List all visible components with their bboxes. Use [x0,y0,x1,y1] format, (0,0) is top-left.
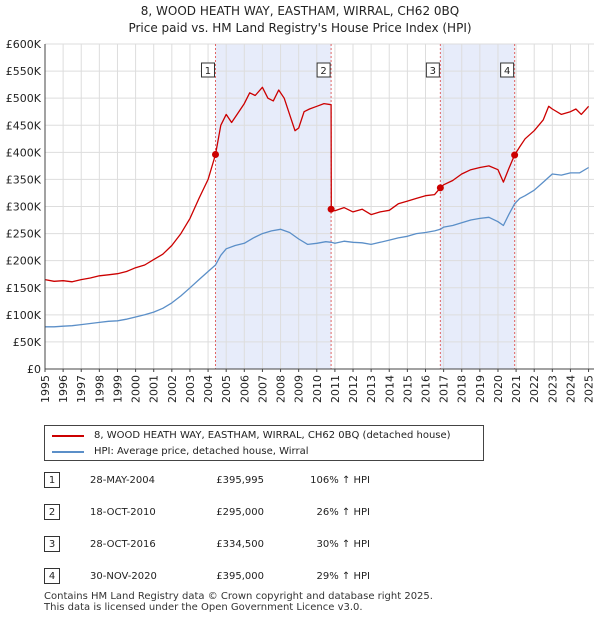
x-tick-label: 1995 [39,375,52,403]
x-tick-label: 2005 [220,375,233,403]
hpi-series-line [45,166,589,328]
x-tick-label: 2009 [293,375,306,403]
sale-price: £334,500 [216,539,264,550]
sale-point [211,151,219,159]
legend-item-hpi: HPI: Average price, detached house, Wirr… [45,444,485,460]
sale-price: £395,995 [216,475,264,486]
x-tick-label: 2014 [383,375,396,403]
x-tick-label: 2001 [148,375,161,403]
sale-price: £395,000 [216,571,264,582]
legend-swatch-property [52,435,84,437]
x-tick-label: 2022 [528,375,541,403]
x-tick-label: 2008 [275,375,288,403]
x-tick-label: 2010 [311,375,324,403]
y-tick-label: £350K [6,173,42,186]
y-tick-label: £600K [6,38,42,51]
sale-marker-badge: 3 [44,536,60,552]
sale-date: 28-MAY-2004 [90,475,156,486]
y-tick-label: £50K [13,336,42,349]
y-tick-label: £0 [27,363,41,376]
x-tick-label: 2011 [329,375,342,403]
footer-line-copyright: Contains HM Land Registry data © Crown c… [44,591,433,602]
x-tick-label: 2000 [130,375,143,403]
sale-label-box [500,62,515,78]
chart-title: 8, WOOD HEATH WAY, EASTHAM, WIRRAL, CH62… [141,4,459,18]
x-tick-label: 2025 [583,375,596,403]
sale-date: 18-OCT-2010 [90,507,156,518]
sale-label: 2 [320,66,326,77]
sale-label-box [316,62,331,78]
y-tick-label: £300K [6,201,42,214]
sale-point [511,151,519,159]
price-chart: 8, WOOD HEATH WAY, EASTHAM, WIRRAL, CH62… [6,4,596,403]
x-tick-label: 2018 [456,375,469,403]
y-tick-label: £200K [6,255,42,268]
x-tick-label: 1999 [111,375,124,403]
x-tick-label: 2002 [166,375,179,403]
sale-label-box [425,62,440,78]
sale-label: 1 [205,66,211,77]
x-tick-label: 1998 [93,375,106,403]
sale-hpi-change: 30% ↑ HPI [316,539,370,550]
legend-label-property: 8, WOOD HEATH WAY, EASTHAM, WIRRAL, CH62… [94,430,451,441]
x-tick-label: 1997 [75,375,88,403]
sale-price: £295,000 [216,507,264,518]
x-tick-label: 2006 [238,375,251,403]
attribution-footer: Contains HM Land Registry data © Crown c… [44,591,433,613]
x-tick-label: 2012 [347,375,360,403]
y-tick-label: £550K [6,65,42,78]
x-tick-label: 2007 [256,375,269,403]
sale-label: 4 [504,66,510,77]
sale-hpi-change: 29% ↑ HPI [316,571,370,582]
x-tick-label: 2020 [492,375,505,403]
sale-point [327,205,335,213]
sale-row: 2 18-OCT-2010 £295,000 26% ↑ HPI [44,504,444,524]
sale-date: 28-OCT-2016 [90,539,156,550]
x-tick-label: 2003 [184,375,197,403]
y-tick-label: £100K [6,309,42,322]
sale-date: 30-NOV-2020 [90,571,157,582]
x-tick-label: 2019 [474,375,487,403]
x-tick-label: 2015 [401,375,414,403]
sale-label-box [200,62,215,78]
sale-marker-badge: 1 [44,472,60,488]
sale-marker-badge: 2 [44,504,60,520]
sale-row: 1 28-MAY-2004 £395,995 106% ↑ HPI [44,472,444,492]
y-tick-label: £400K [6,146,42,159]
sale-hpi-change: 106% ↑ HPI [310,475,370,486]
legend: 8, WOOD HEATH WAY, EASTHAM, WIRRAL, CH62… [44,425,484,461]
sale-hpi-change: 26% ↑ HPI [316,507,370,518]
y-tick-label: £250K [6,228,42,241]
legend-label-hpi: HPI: Average price, detached house, Wirr… [94,446,309,457]
sale-row: 4 30-NOV-2020 £395,000 29% ↑ HPI [44,568,444,588]
chart-subtitle: Price paid vs. HM Land Registry's House … [128,21,471,35]
x-tick-label: 2024 [564,375,577,403]
x-tick-label: 2013 [365,375,378,403]
sale-marker-badge: 4 [44,568,60,584]
x-tick-label: 2016 [419,375,432,403]
footer-line-licence: This data is licensed under the Open Gov… [44,602,363,613]
sale-point [436,184,444,192]
sale-row: 3 28-OCT-2016 £334,500 30% ↑ HPI [44,536,444,556]
sale-label: 3 [430,66,436,77]
x-tick-label: 1996 [57,375,70,403]
legend-item-property: 8, WOOD HEATH WAY, EASTHAM, WIRRAL, CH62… [45,428,485,444]
x-tick-label: 2023 [546,375,559,403]
x-tick-label: 2017 [438,375,451,403]
y-tick-label: £450K [6,119,42,132]
y-tick-label: £150K [6,282,42,295]
x-tick-label: 2004 [202,375,215,403]
legend-swatch-hpi [52,451,84,453]
property-series-line [44,86,590,283]
y-tick-label: £500K [6,92,42,105]
x-tick-label: 2021 [510,375,523,403]
